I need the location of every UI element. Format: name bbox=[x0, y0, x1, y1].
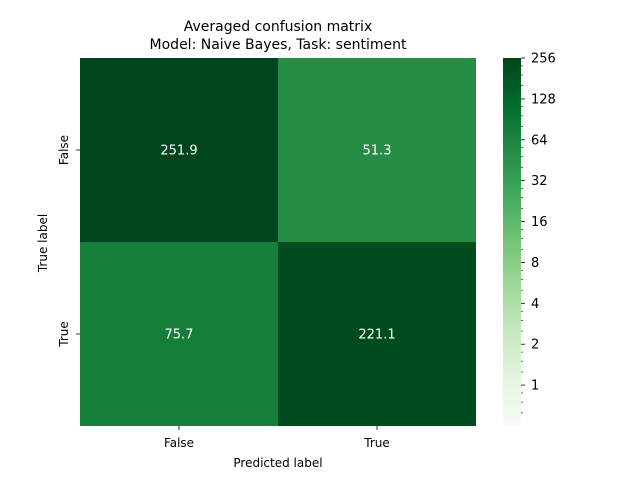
cell-value-label: 51.3 bbox=[363, 144, 392, 159]
y-axis: False True bbox=[57, 135, 80, 348]
colorbar-tick-label: 16 bbox=[531, 215, 548, 230]
colorbar-tick-label: 4 bbox=[531, 297, 539, 312]
heatmap-cells bbox=[80, 58, 476, 426]
cell-annotations: 251.9 51.3 75.7 221.1 bbox=[160, 144, 395, 343]
cell-value-label: 221.1 bbox=[358, 328, 395, 343]
heatmap-cell bbox=[80, 58, 278, 242]
colorbar-tick-label: 2 bbox=[531, 338, 539, 353]
x-axis: False True bbox=[164, 426, 390, 450]
colorbar-tick-label: 64 bbox=[531, 133, 548, 148]
cell-value-label: 251.9 bbox=[160, 144, 197, 159]
colorbar-tick-label: 32 bbox=[531, 174, 548, 189]
y-tick-label: True bbox=[57, 321, 71, 348]
colorbar-tick-label: 128 bbox=[531, 92, 556, 107]
x-tick-label: False bbox=[164, 436, 194, 450]
chart-title-line-2: Model: Naive Bayes, Task: sentiment bbox=[150, 37, 407, 53]
cell-value-label: 75.7 bbox=[165, 328, 194, 343]
x-tick-label: True bbox=[363, 436, 390, 450]
y-axis-label: True label bbox=[36, 214, 50, 273]
x-axis-label: Predicted label bbox=[233, 456, 322, 470]
chart-title-line-1: Averaged confusion matrix bbox=[184, 19, 372, 35]
heatmap-cell bbox=[80, 242, 278, 426]
y-tick-label: False bbox=[57, 135, 71, 165]
colorbar-ticks: 1 2 4 8 16 32 64 128 256 bbox=[521, 52, 556, 414]
heatmap-cell bbox=[278, 58, 476, 242]
colorbar-tick-label: 256 bbox=[531, 52, 556, 67]
heatmap-cell bbox=[278, 242, 476, 426]
colorbar-tick-label: 1 bbox=[531, 379, 539, 394]
colorbar bbox=[503, 58, 521, 426]
colorbar-tick-label: 8 bbox=[531, 256, 539, 271]
